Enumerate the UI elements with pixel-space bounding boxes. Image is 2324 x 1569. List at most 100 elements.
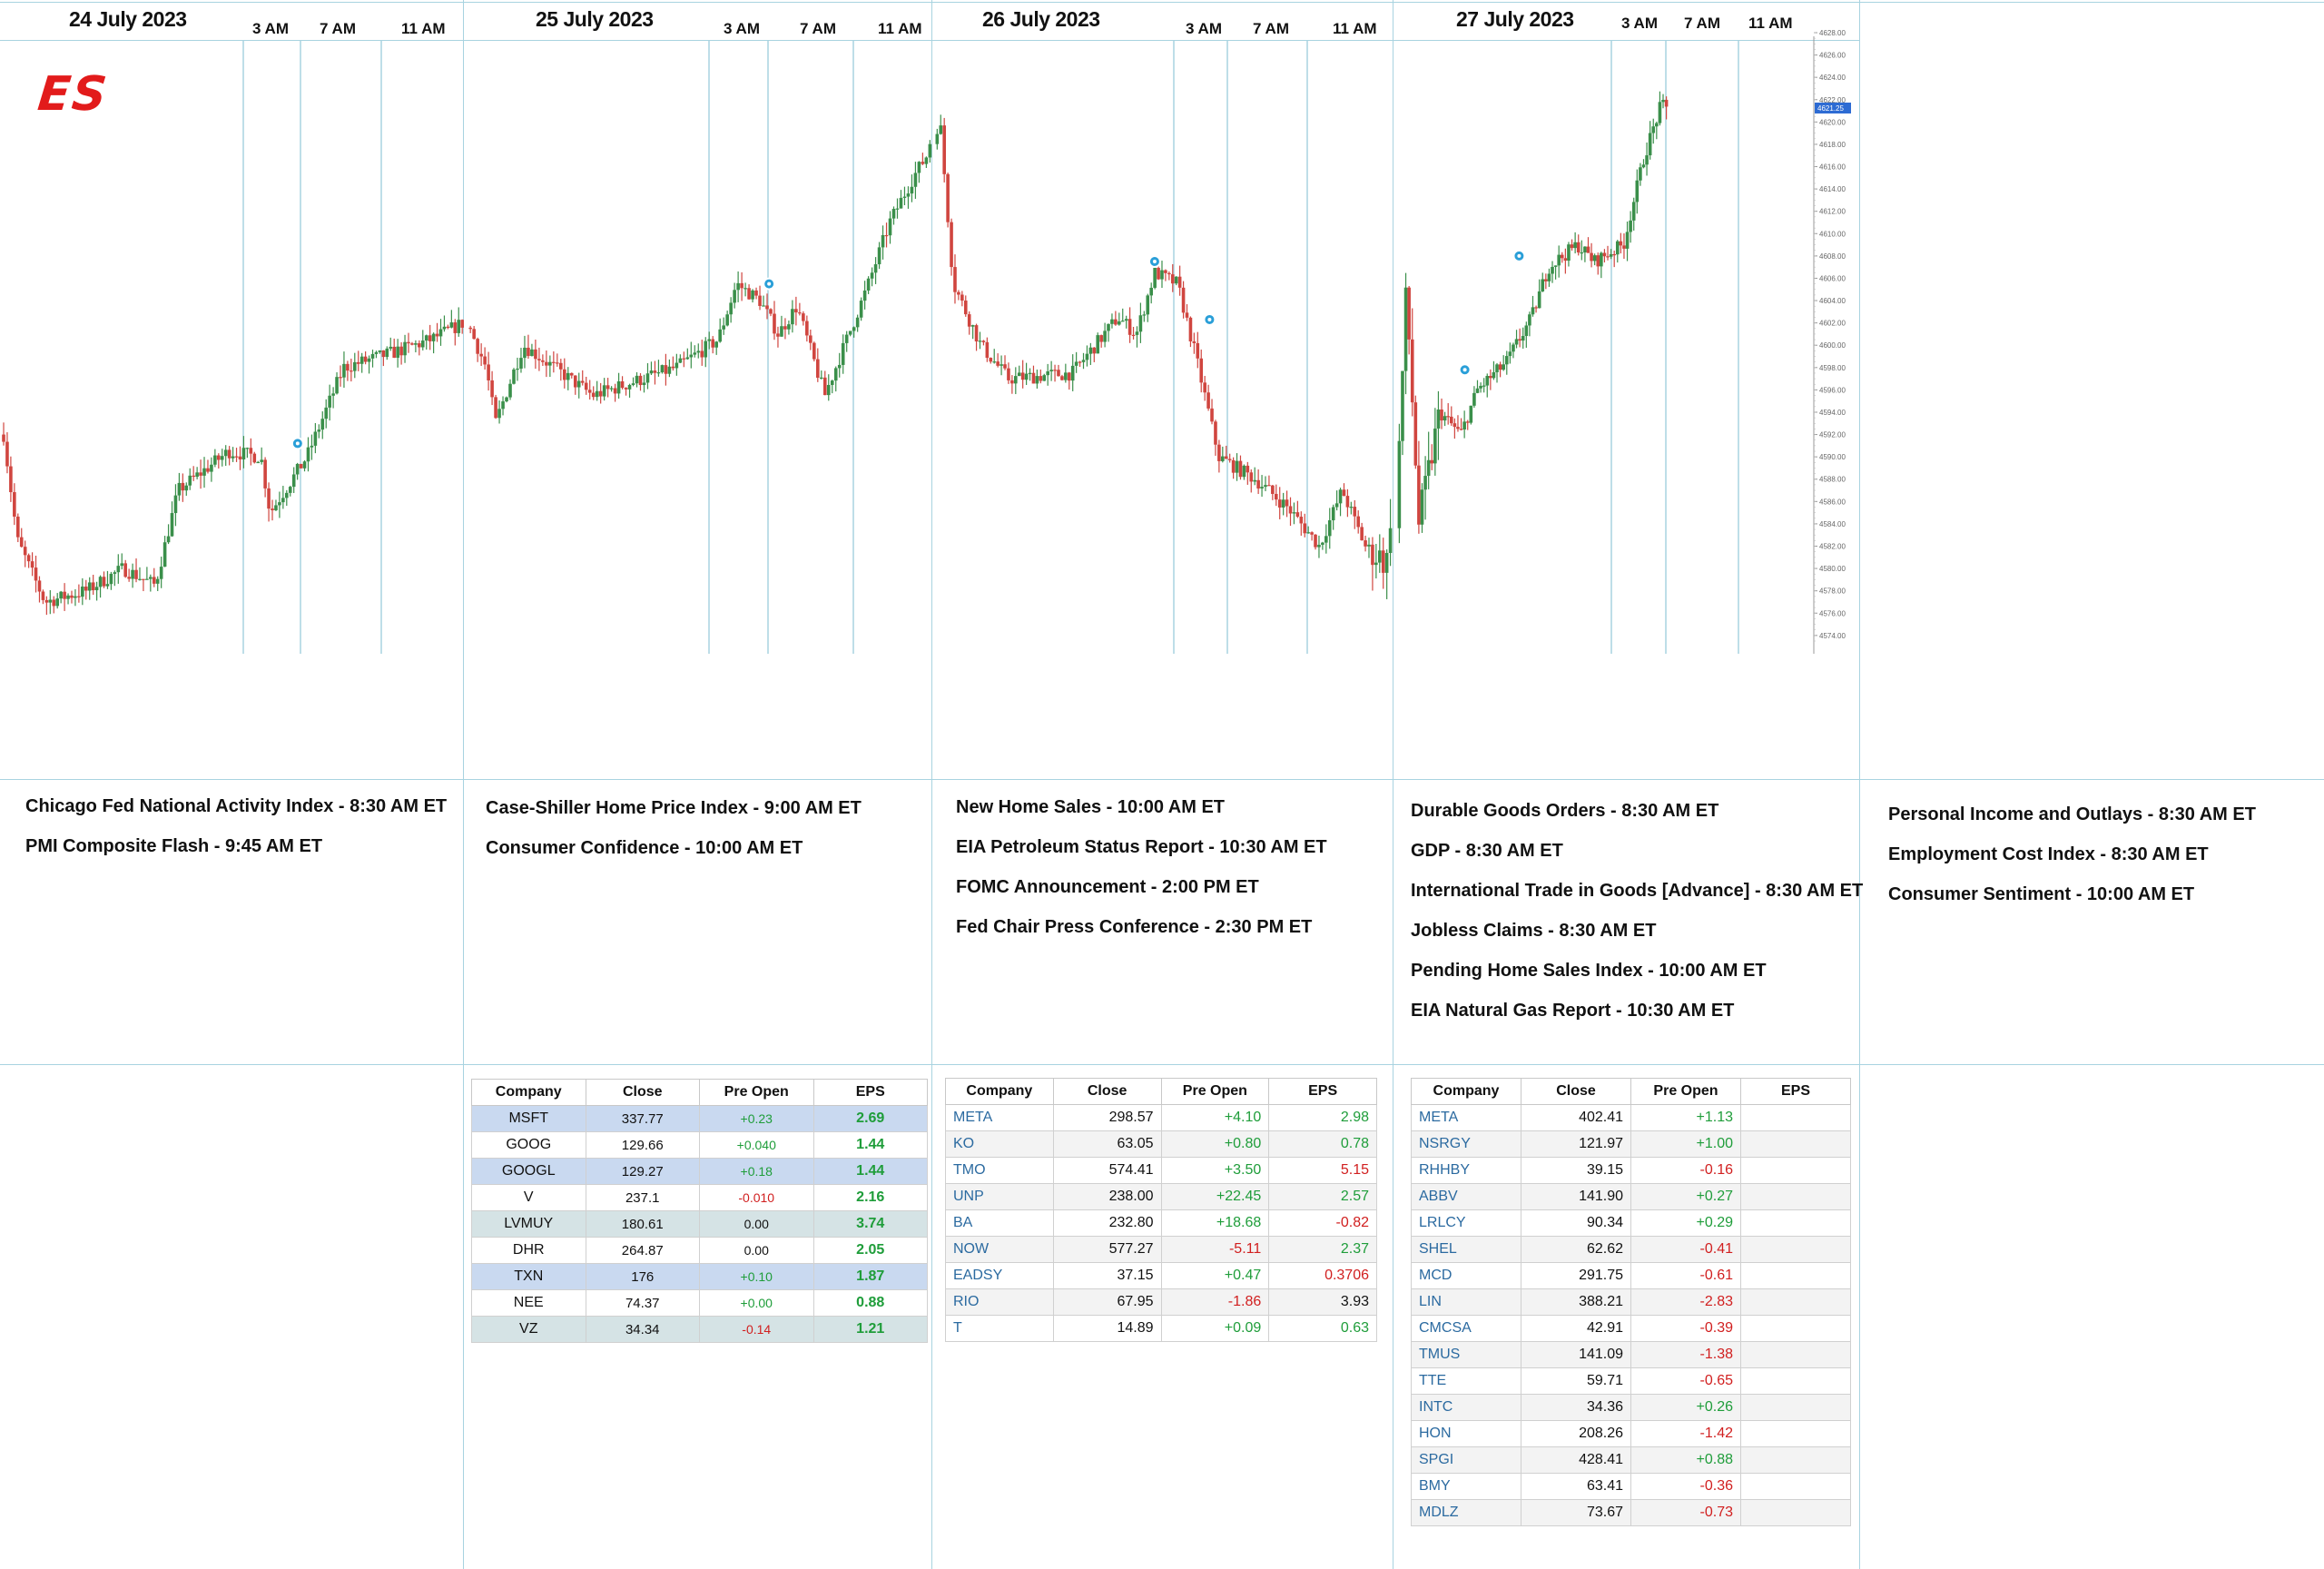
candle-body bbox=[1327, 520, 1332, 537]
candle-body bbox=[123, 563, 127, 577]
candle-body bbox=[1531, 307, 1535, 315]
candle-body bbox=[704, 340, 708, 358]
cell-close: 388.21 bbox=[1521, 1288, 1631, 1316]
table-row: BMY 63.41 -0.36 bbox=[1411, 1473, 1851, 1500]
cell-eps: 0.88 bbox=[812, 1289, 928, 1317]
candle-body bbox=[1413, 402, 1418, 466]
column-header: Company bbox=[1411, 1078, 1521, 1105]
candle-body bbox=[501, 401, 505, 410]
candle-body bbox=[881, 234, 885, 248]
candle-body bbox=[1560, 254, 1564, 259]
candle-body bbox=[278, 502, 281, 506]
candle-body bbox=[718, 329, 722, 342]
candle-body bbox=[19, 537, 24, 548]
candle-body bbox=[479, 353, 483, 357]
cell-eps bbox=[1740, 1130, 1851, 1158]
candle-body bbox=[281, 498, 285, 503]
cell-close: 59.71 bbox=[1521, 1367, 1631, 1395]
candle-body bbox=[573, 375, 577, 388]
cell-company: META bbox=[1411, 1104, 1521, 1131]
cell-company: META bbox=[945, 1104, 1054, 1131]
candle-body bbox=[260, 459, 263, 462]
candle-body bbox=[403, 341, 407, 356]
candle-body bbox=[1462, 421, 1466, 429]
cell-pre: +3.50 bbox=[1160, 1157, 1270, 1184]
candle-body bbox=[1203, 382, 1206, 393]
cell-pre: +0.47 bbox=[1160, 1262, 1270, 1289]
table-row: CMCSA 42.91 -0.39 bbox=[1411, 1315, 1851, 1342]
candle-body bbox=[1544, 279, 1548, 281]
candle-body bbox=[1088, 347, 1093, 354]
event-item: Case-Shiller Home Price Index - 9:00 AM … bbox=[486, 798, 862, 818]
candle-body bbox=[700, 350, 704, 358]
cell-close: 74.37 bbox=[585, 1289, 700, 1317]
candle-body bbox=[552, 361, 556, 363]
price-tick-label: 4584.00 bbox=[1819, 520, 1846, 528]
candle-body bbox=[1433, 428, 1437, 464]
candle-body bbox=[120, 563, 124, 567]
candle-body bbox=[711, 339, 715, 348]
candle-body bbox=[241, 448, 246, 459]
candle-body bbox=[667, 366, 672, 374]
column-header: EPS bbox=[1740, 1078, 1851, 1105]
candle-body bbox=[584, 382, 588, 390]
table-row: SPGI 428.41 +0.88 bbox=[1411, 1446, 1851, 1474]
candle-body bbox=[267, 488, 271, 509]
cell-eps bbox=[1740, 1236, 1851, 1263]
candle-body bbox=[812, 342, 816, 360]
candle-body bbox=[155, 578, 160, 584]
cell-eps bbox=[1740, 1341, 1851, 1368]
candle-body bbox=[74, 596, 77, 598]
earnings-table-25: Company Close Pre Open EPS MSFT 337.77 +0.… bbox=[471, 1079, 928, 1343]
candle-body bbox=[310, 445, 314, 448]
price-tick-label: 4610.00 bbox=[1819, 230, 1846, 238]
candle-body bbox=[939, 125, 943, 134]
price-tick-label: 4574.00 bbox=[1819, 632, 1846, 640]
candle-body bbox=[1619, 241, 1623, 246]
candle-body bbox=[192, 475, 195, 478]
candle-body bbox=[66, 595, 70, 599]
candle-body bbox=[1651, 126, 1656, 133]
candle-body bbox=[888, 218, 892, 236]
cell-pre: +0.18 bbox=[699, 1158, 814, 1185]
candle-body bbox=[743, 288, 747, 290]
cell-eps bbox=[1740, 1262, 1851, 1289]
candle-body bbox=[512, 369, 516, 384]
event-item: Pending Home Sales Index - 10:00 AM ET bbox=[1411, 961, 1767, 981]
column-header: Close bbox=[1521, 1078, 1631, 1105]
candle-body bbox=[1449, 416, 1453, 424]
candle-body bbox=[48, 599, 53, 603]
cell-pre: +0.29 bbox=[1630, 1209, 1741, 1237]
candle-body bbox=[1485, 376, 1490, 386]
candle-body bbox=[1003, 364, 1007, 369]
candle-body bbox=[418, 343, 421, 348]
candlestick-series bbox=[2, 91, 1669, 616]
candle-body bbox=[356, 361, 360, 364]
candle-body bbox=[1625, 232, 1630, 249]
candle-body bbox=[23, 547, 27, 556]
candle-body bbox=[519, 358, 523, 369]
candle-body bbox=[1334, 503, 1339, 508]
candle-body bbox=[747, 288, 751, 300]
table-row: UNP 238.00 +22.45 2.57 bbox=[945, 1183, 1377, 1210]
candle-body bbox=[1583, 246, 1587, 252]
candle-body bbox=[833, 368, 838, 381]
candle-body bbox=[431, 333, 436, 341]
candle-body bbox=[928, 143, 932, 158]
candle-body bbox=[313, 431, 318, 446]
candle-body bbox=[722, 325, 725, 330]
candle-body bbox=[1648, 133, 1652, 156]
candle-body bbox=[953, 267, 957, 292]
candle-body bbox=[627, 384, 632, 390]
event-item: Employment Cost Index - 8:30 AM ET bbox=[1888, 844, 2209, 864]
cell-company: V bbox=[471, 1184, 586, 1211]
candle-body bbox=[142, 578, 145, 580]
cell-eps bbox=[1740, 1499, 1851, 1526]
candle-body bbox=[1590, 252, 1593, 262]
candle-body bbox=[271, 508, 274, 511]
candle-body bbox=[537, 359, 541, 360]
cell-company: CMCSA bbox=[1411, 1315, 1521, 1342]
candle-body bbox=[595, 390, 599, 398]
candle-body bbox=[1586, 246, 1590, 253]
cell-eps: 2.69 bbox=[812, 1105, 928, 1132]
